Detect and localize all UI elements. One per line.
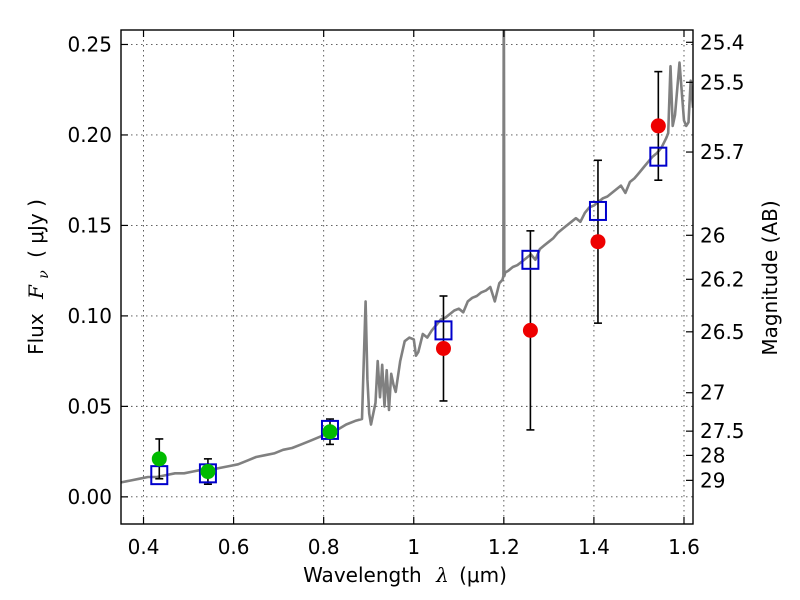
x-tick-label: 1	[407, 535, 420, 559]
x-axis-label-text: Wavelength	[303, 563, 422, 587]
y2-tick-label: 26	[700, 223, 725, 247]
y2-tick-label: 25.4	[700, 30, 745, 54]
plot-frame	[120, 29, 694, 525]
circle-marker	[522, 322, 538, 338]
x-axis-label-unit: (μm)	[459, 563, 507, 587]
y2-tick-label: 28	[700, 443, 725, 467]
circle-marker	[650, 118, 666, 134]
square-marker	[588, 200, 607, 221]
x-axis-label: Wavelength λ (μm)	[303, 563, 507, 587]
spectrum-line	[121, 30, 693, 484]
x-axis-label-symbol: λ	[435, 563, 449, 587]
y2-tick-label: 25.7	[700, 140, 745, 164]
square-marker	[434, 320, 453, 341]
x-tick-label: 1.6	[668, 535, 700, 559]
circle-marker	[151, 451, 167, 467]
model-spectrum	[121, 30, 693, 484]
y-axis-label-subscript: ν	[36, 270, 52, 279]
circle-marker	[200, 464, 216, 480]
y2-tick-label: 29	[700, 468, 725, 492]
y2-tick-label: 27.5	[700, 419, 745, 443]
x-tick-label: 1.2	[488, 535, 520, 559]
y-axis-label-symbol: F	[24, 284, 48, 300]
x-tick-label: 0.8	[308, 535, 340, 559]
grid	[121, 30, 693, 524]
y-tick-label: 0.05	[67, 394, 112, 418]
y-tick-label: 0.00	[67, 485, 112, 509]
y-axis-ticks: 0.00 0.05 0.10 0.15 0.20 0.25	[67, 32, 128, 509]
y-axis-label-text: Flux	[24, 313, 48, 355]
plot-border	[120, 29, 694, 525]
error-bars	[155, 70, 663, 485]
y2-axis-label: Magnitude (AB)	[758, 200, 782, 355]
y2-tick-label: 25.5	[700, 70, 745, 94]
x-tick-label: 1.4	[578, 535, 610, 559]
square-marker	[649, 146, 668, 167]
x-tick-label: 0.6	[218, 535, 250, 559]
y-tick-label: 0.25	[67, 32, 112, 56]
y-axis-label-unit: ( μJy )	[24, 199, 48, 258]
y-axis-label: Flux F ν ( μJy )	[24, 199, 53, 355]
circle-marker	[590, 234, 606, 250]
circle-marker	[435, 340, 451, 356]
y-tick-label: 0.15	[67, 213, 112, 237]
y-tick-label: 0.10	[67, 304, 112, 328]
y2-tick-label: 26.5	[700, 320, 745, 344]
circle-marker	[322, 424, 338, 440]
square-marker	[521, 249, 540, 270]
x-tick-label: 0.4	[128, 535, 160, 559]
y-tick-label: 0.20	[67, 123, 112, 147]
y2-tick-label: 27	[700, 381, 725, 405]
data-markers	[150, 118, 668, 486]
x-axis-ticks: 0.4 0.6 0.8 1 1.2 1.4 1.6	[128, 30, 700, 559]
y2-tick-label: 26.2	[700, 267, 745, 291]
